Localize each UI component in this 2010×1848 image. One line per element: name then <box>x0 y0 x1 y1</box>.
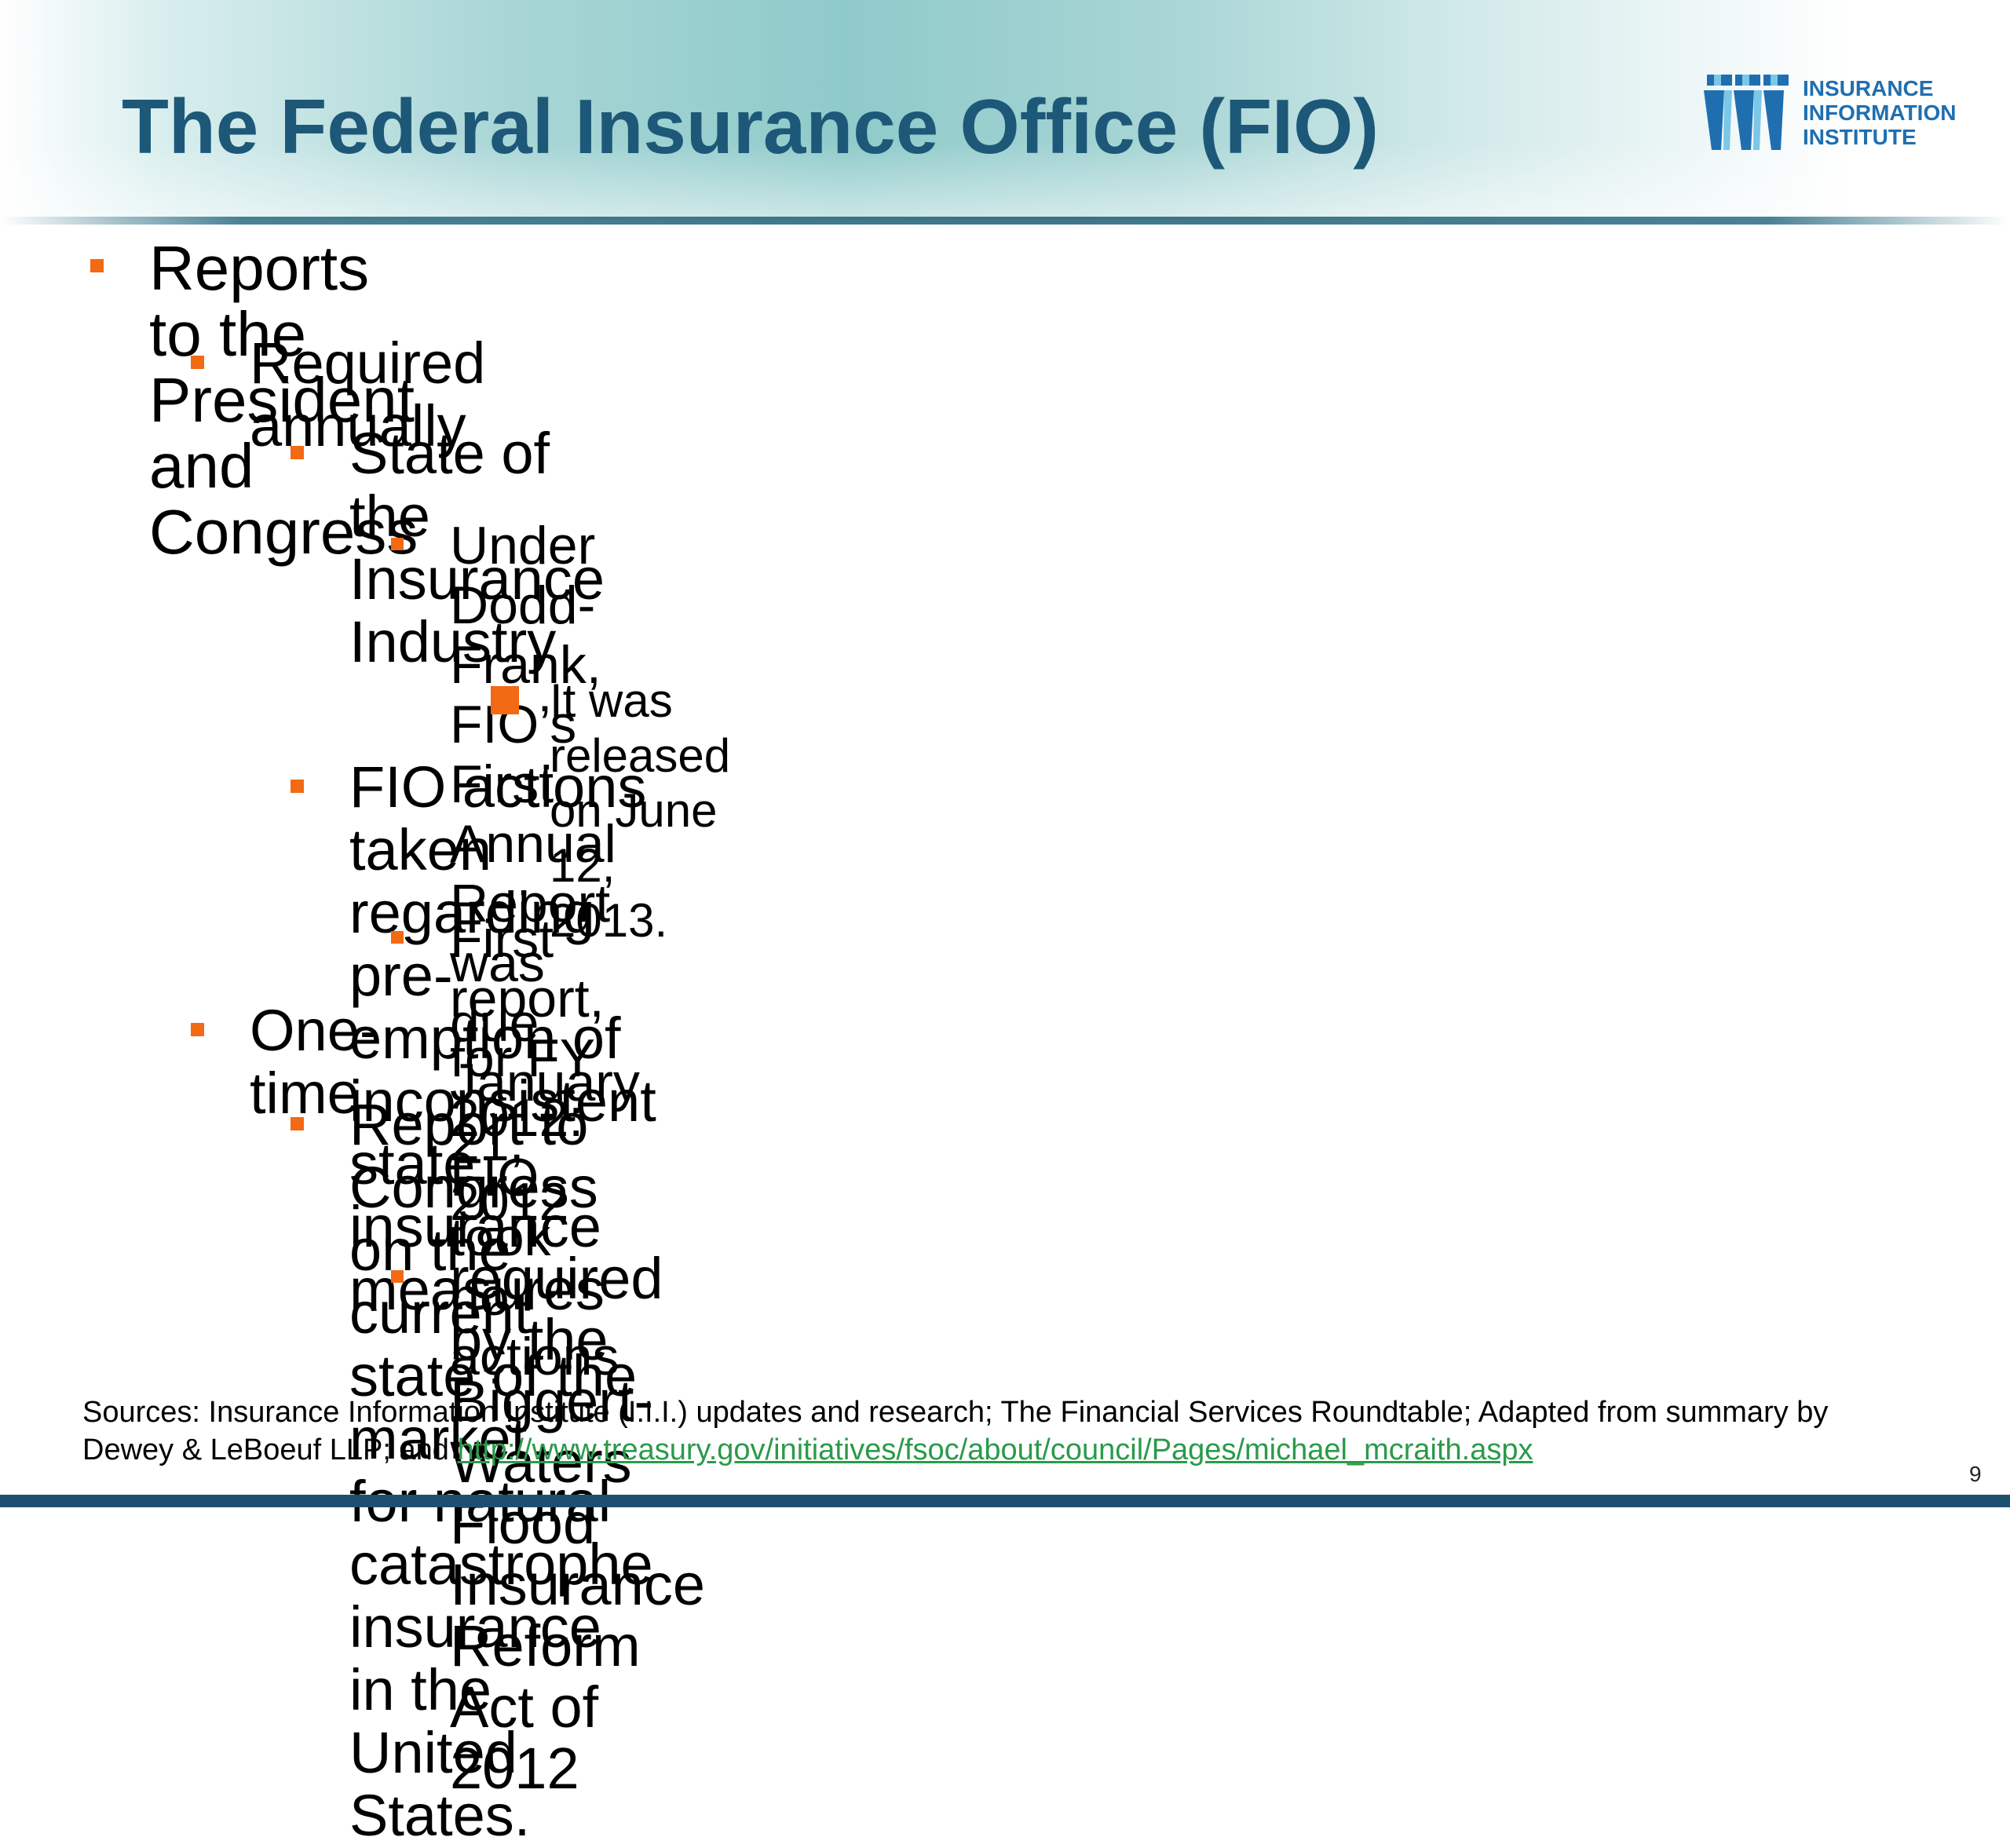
header-divider <box>0 217 2010 225</box>
logo-line-3: INSTITUTE <box>1803 125 1917 149</box>
bullet-text: State of the Insurance Industry <box>349 421 605 674</box>
bullet-square-icon <box>391 931 404 944</box>
bullet-text: Under Dodd-Frank, FIO’s First Annual Rep… <box>450 516 640 1232</box>
bullet-text: Reports to the President and Congress <box>149 233 418 567</box>
bullet-square-icon <box>191 1023 204 1036</box>
bullet-square-icon <box>291 446 304 459</box>
iii-logo: INSURANCE INFORMATION INSTITUTE <box>1704 75 1979 153</box>
bullet-text: Required annually <box>250 331 486 458</box>
bullet-square-icon <box>491 686 519 714</box>
slide-title: The Federal Insurance Office (FIO) <box>122 83 1380 170</box>
bullet-square-icon <box>391 1270 404 1283</box>
sources-note: Sources: Insurance Information Institute… <box>82 1393 1928 1469</box>
iii-logo-icon <box>1704 75 1789 150</box>
bullet-text: It was released on June 12, 2013. <box>550 674 731 947</box>
bullet-text: FIO actions taken regarding pre-emption … <box>349 754 656 1322</box>
logo-line-1: INSURANCE <box>1803 76 1934 100</box>
bullet-square-icon <box>291 780 304 793</box>
slide-content: Reports to the President and Congress Re… <box>90 233 731 1847</box>
bullet-text: required by the Biggert-Waters Flood Ins… <box>450 1246 705 1801</box>
treasury-link[interactable]: http://www.treasury.gov/initiatives/fsoc… <box>457 1433 1533 1466</box>
bullet-square-icon <box>90 259 104 272</box>
bullet-text: One-time <box>250 998 379 1126</box>
footer-bar <box>0 1495 2010 1507</box>
sources-text: Sources: Insurance Information Institute… <box>82 1396 1829 1466</box>
header-fade <box>0 141 2010 220</box>
page-number: 9 <box>1969 1462 1982 1486</box>
bullet-square-icon <box>191 356 204 369</box>
bullet-square-icon <box>291 1117 304 1130</box>
bullet-square-icon <box>391 538 404 550</box>
bullet-text: First report, for FY 2012: FIO took no a… <box>450 909 619 1386</box>
logo-line-2: INFORMATION <box>1803 100 1957 125</box>
iii-logo-text: INSURANCE INFORMATION INSTITUTE <box>1803 76 1956 149</box>
